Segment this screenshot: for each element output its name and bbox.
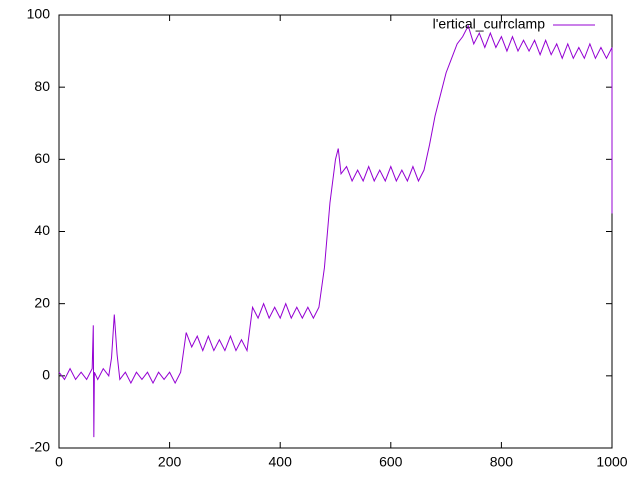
x-tick-label: 1000 [596, 454, 627, 470]
series-line [58, 24, 613, 438]
x-tick-label: 0 [55, 454, 63, 470]
y-tick-label: 60 [34, 150, 50, 166]
x-tick-label: 600 [379, 454, 403, 470]
x-tick-label: 800 [490, 454, 514, 470]
y-tick-label: 80 [34, 78, 50, 94]
x-tick-label: 200 [158, 454, 182, 470]
y-tick-label: 20 [34, 294, 50, 310]
plot-border [58, 14, 613, 449]
y-tick-label: 100 [27, 6, 51, 22]
y-tick-label: 40 [34, 222, 50, 238]
x-tick-label: 400 [269, 454, 293, 470]
legend-label: l'ertical_currclamp [433, 16, 546, 32]
y-tick-label: -20 [30, 439, 50, 455]
y-tick-label: 0 [42, 367, 50, 383]
